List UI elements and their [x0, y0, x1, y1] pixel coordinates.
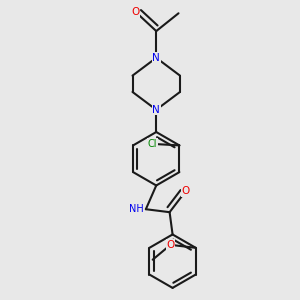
- Text: O: O: [131, 7, 140, 17]
- Text: O: O: [182, 186, 190, 196]
- Text: N: N: [152, 53, 160, 63]
- Text: O: O: [167, 240, 175, 250]
- Text: N: N: [152, 105, 160, 115]
- Text: Cl: Cl: [148, 139, 158, 149]
- Text: NH: NH: [129, 204, 143, 214]
